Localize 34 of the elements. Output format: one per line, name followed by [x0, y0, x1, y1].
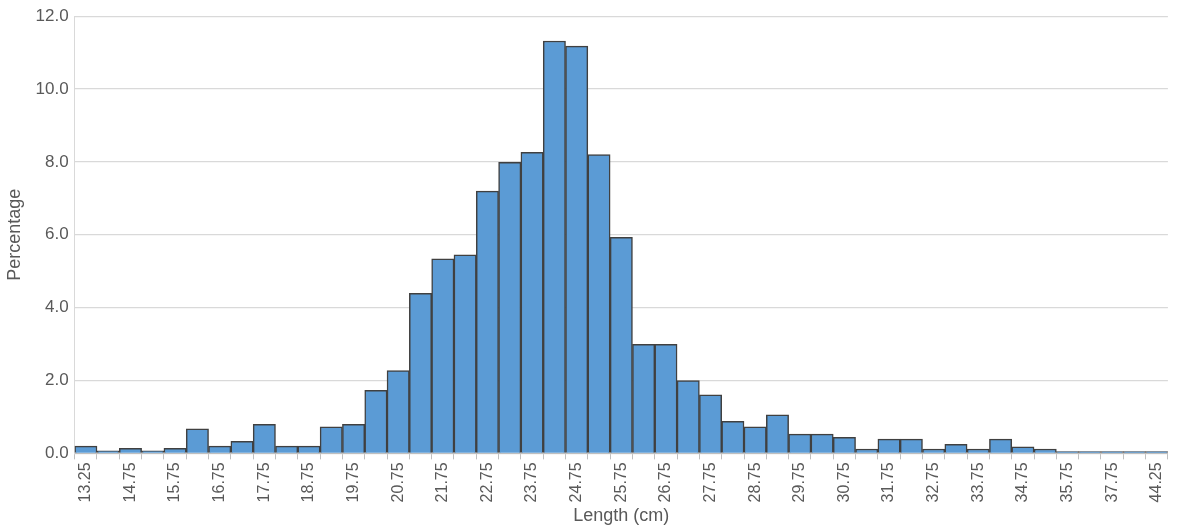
y-tick-label: 0.0 — [45, 443, 69, 463]
x-tick-label: 22.75 — [477, 462, 495, 503]
x-tick-label: 17.75 — [254, 462, 272, 503]
x-tick-label: 24.75 — [567, 462, 585, 503]
y-axis-title: Percentage — [3, 188, 24, 281]
x-tick-label: 15.75 — [165, 462, 183, 503]
x-tick-label: 18.75 — [299, 462, 317, 503]
x-tick-label: 21.75 — [433, 462, 451, 503]
x-tick-label: 23.75 — [522, 462, 540, 503]
x-tick-label: 29.75 — [790, 462, 808, 503]
x-tick-label: 14.75 — [120, 462, 138, 503]
x-tick-label: 25.75 — [611, 462, 629, 503]
x-tick-label: 27.75 — [700, 462, 718, 503]
x-tick-label: 31.75 — [879, 462, 897, 503]
y-tick-label: 10.0 — [35, 78, 69, 98]
x-tick-label: 20.75 — [388, 462, 406, 503]
x-tick-label: 19.75 — [343, 462, 361, 503]
x-tick-label: 13.25 — [76, 462, 94, 503]
x-tick-label: 35.75 — [1057, 462, 1075, 503]
x-tick-label: 37.75 — [1102, 462, 1120, 503]
x-tick-label: 34.75 — [1013, 462, 1031, 503]
x-axis-title: Length (cm) — [573, 505, 670, 526]
x-tick-label: 30.75 — [834, 462, 852, 503]
y-tick-label: 12.0 — [35, 5, 69, 25]
y-tick-label: 4.0 — [45, 297, 69, 317]
y-tick-label: 2.0 — [45, 370, 69, 390]
x-tick-label: 28.75 — [745, 462, 763, 503]
x-tick-label: 44.25 — [1147, 462, 1165, 503]
x-tick-label: 32.75 — [924, 462, 942, 503]
x-tick-label: 16.75 — [210, 462, 228, 503]
y-tick-label: 6.0 — [45, 224, 69, 244]
x-tick-label: 33.75 — [968, 462, 986, 503]
x-tick-label: 26.75 — [656, 462, 674, 503]
y-tick-label: 8.0 — [45, 151, 69, 171]
